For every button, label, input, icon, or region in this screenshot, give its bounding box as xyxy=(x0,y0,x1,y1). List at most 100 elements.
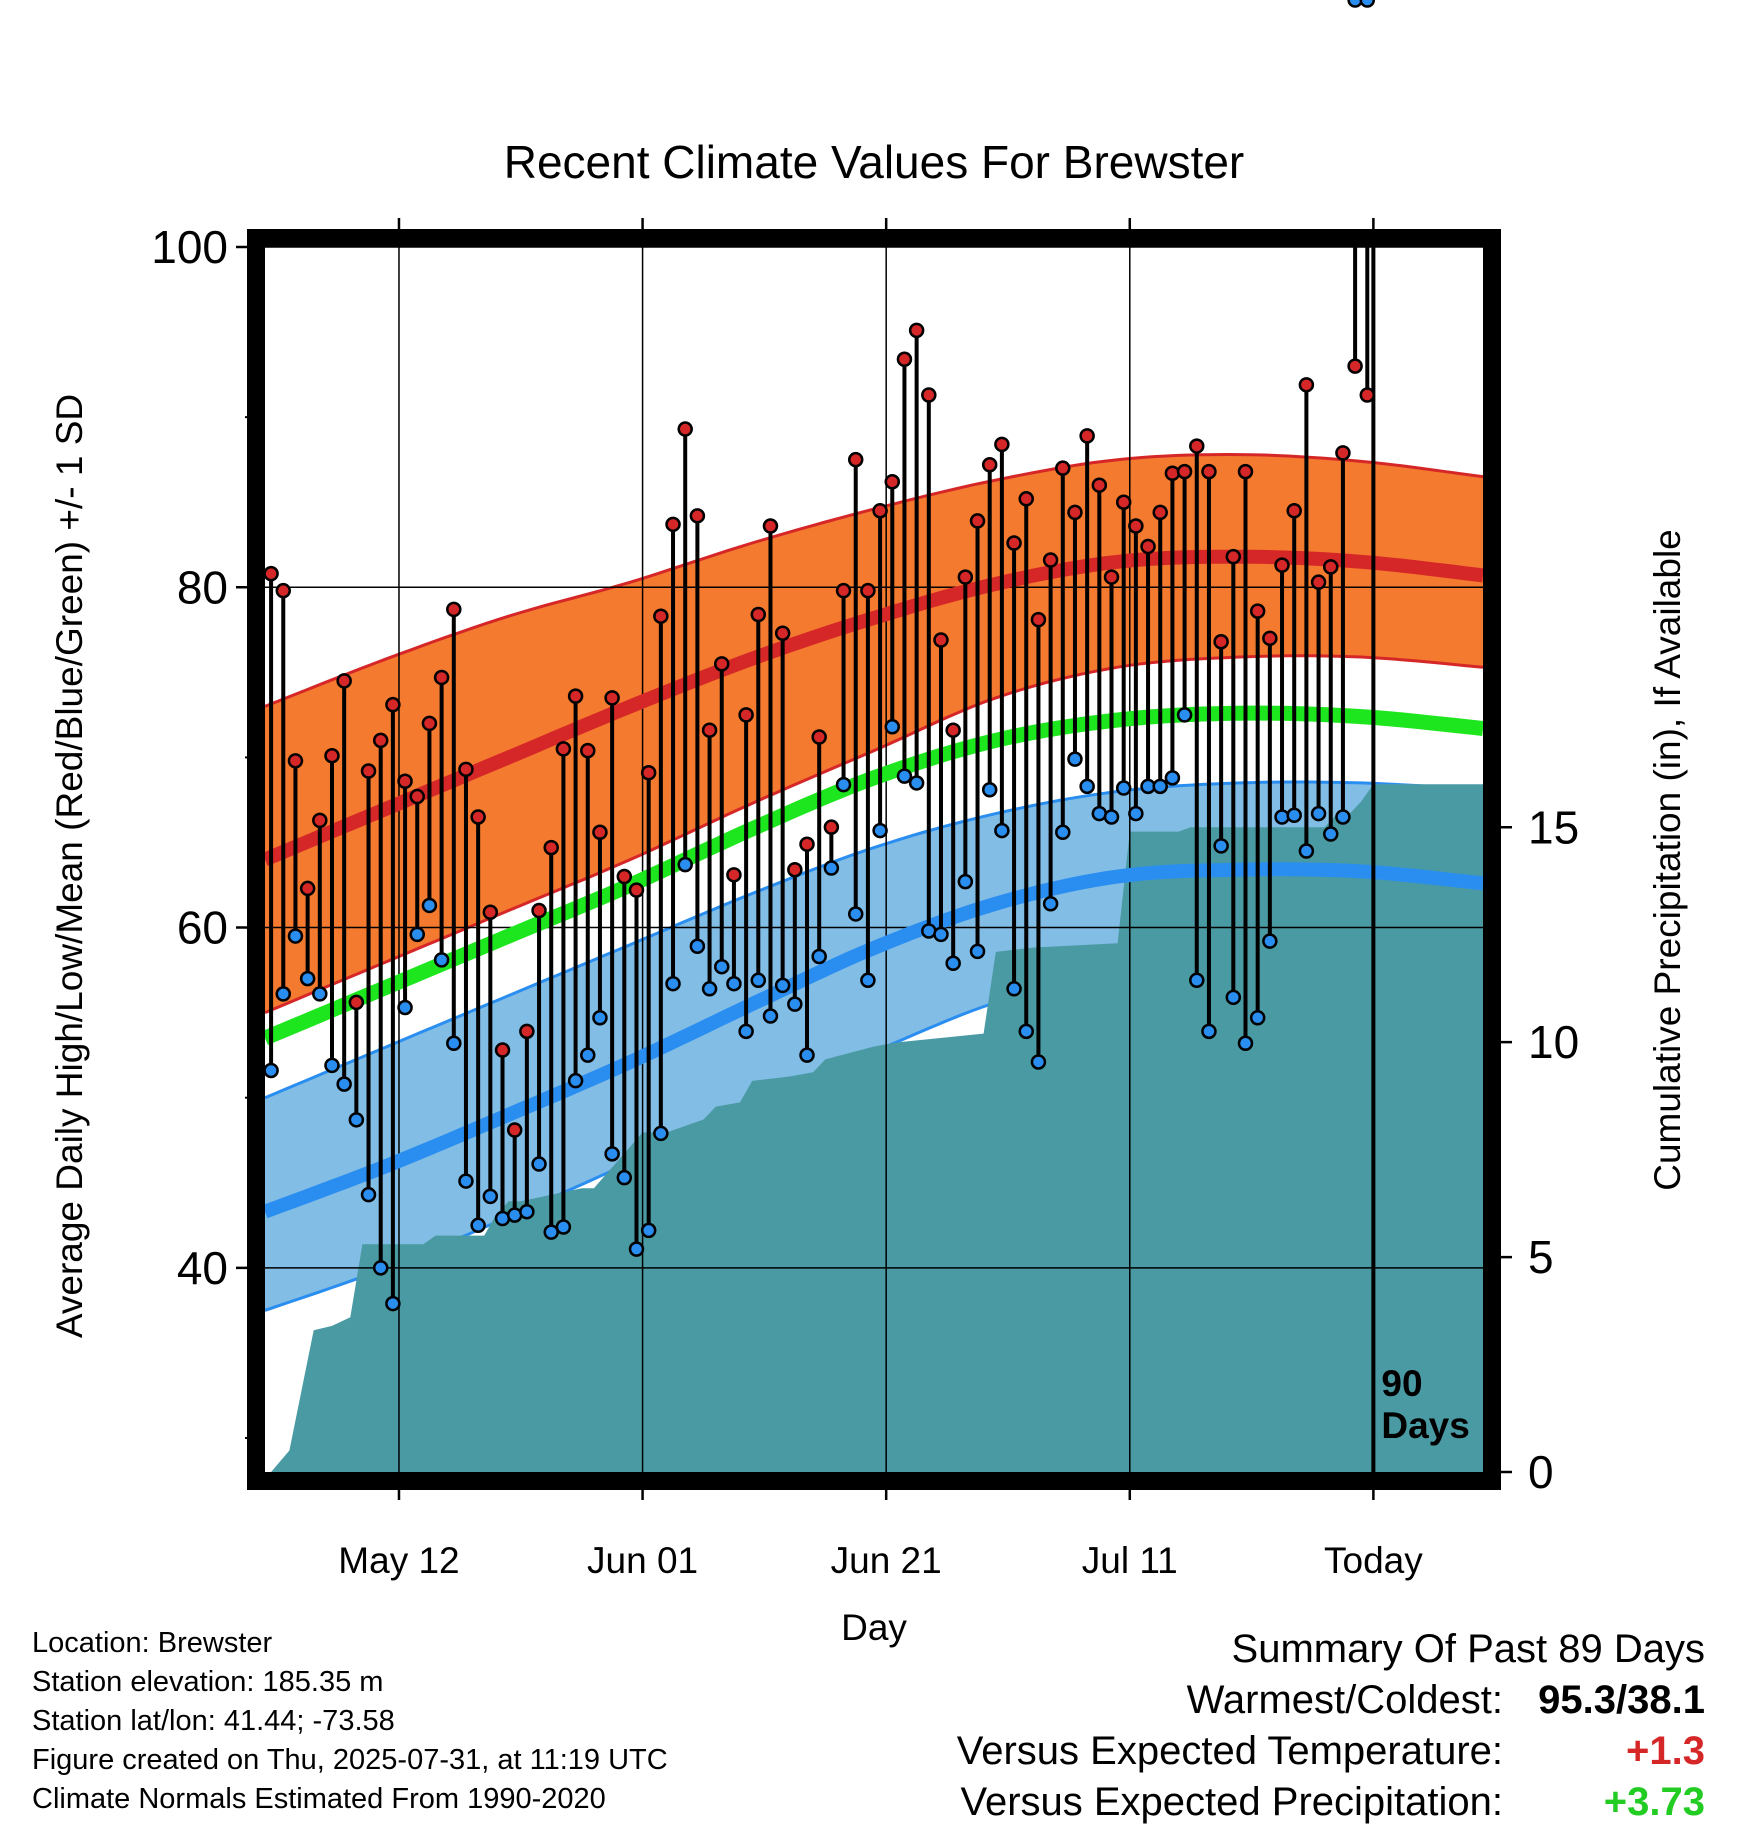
low-point xyxy=(872,822,888,839)
low-point xyxy=(1298,843,1315,859)
high-point xyxy=(774,625,791,641)
y-tick-label: 60 xyxy=(177,902,228,954)
low-point xyxy=(884,719,901,735)
high-point xyxy=(1213,633,1229,650)
low-point xyxy=(738,1023,754,1040)
x-tick-label: Today xyxy=(1324,1540,1423,1581)
low-point xyxy=(1189,972,1205,989)
low-point xyxy=(908,775,925,791)
high-point xyxy=(933,632,949,648)
low-point xyxy=(1030,1054,1047,1070)
high-sd-band xyxy=(265,454,1483,1013)
low-point xyxy=(945,955,961,972)
high-point xyxy=(738,707,754,723)
high-point xyxy=(921,387,937,403)
high-point xyxy=(1067,504,1083,521)
high-point xyxy=(787,861,803,878)
low-point xyxy=(1249,1009,1266,1026)
low-point xyxy=(1115,780,1132,796)
high-point xyxy=(299,880,316,897)
high-point xyxy=(616,868,633,885)
low-point xyxy=(348,1112,365,1128)
high-point xyxy=(604,690,620,706)
low-point xyxy=(823,860,840,876)
today-days-number: 90 xyxy=(1381,1363,1422,1404)
high-point xyxy=(726,867,742,883)
low-point xyxy=(287,928,304,944)
low-point xyxy=(336,1076,352,1092)
y-axis-label: Average Daily High/Low/Mean (Red/Blue/Gr… xyxy=(49,394,90,1338)
high-point xyxy=(1115,494,1132,510)
high-point xyxy=(1335,445,1351,461)
low-point xyxy=(1359,0,1376,8)
high-point xyxy=(1310,574,1327,590)
low-point xyxy=(360,1186,377,1203)
high-point xyxy=(1347,358,1363,374)
x-tick-label: May 12 xyxy=(338,1540,459,1581)
y-tick-label: 80 xyxy=(177,561,228,613)
low-point xyxy=(726,975,742,992)
low-point xyxy=(470,1217,486,1234)
low-upper-edge xyxy=(265,780,1483,1100)
high-point xyxy=(1359,387,1376,403)
high-point xyxy=(1249,603,1266,619)
high-point xyxy=(1201,463,1217,480)
high-point xyxy=(762,518,779,534)
high-point xyxy=(908,322,925,339)
high-point xyxy=(981,457,998,473)
high-point xyxy=(957,569,974,585)
high-point xyxy=(896,351,913,368)
high-point xyxy=(628,882,645,898)
high-point xyxy=(640,764,657,781)
low-point xyxy=(1323,826,1339,842)
low-point xyxy=(1335,809,1351,825)
low-point xyxy=(385,1295,401,1312)
low-point xyxy=(835,776,852,793)
low-point xyxy=(860,972,876,989)
high-point xyxy=(994,436,1010,453)
low-point xyxy=(580,1047,596,1063)
y2-tick-label: 10 xyxy=(1528,1016,1579,1068)
high-point xyxy=(482,904,499,920)
x-tick-label: Jun 01 xyxy=(587,1540,698,1581)
high-point xyxy=(1152,504,1168,521)
high-point xyxy=(1042,552,1059,568)
high-point xyxy=(312,812,328,829)
low-point xyxy=(811,948,827,965)
warmest-coldest-label: Warmest/Coldest: xyxy=(1186,1678,1503,1722)
low-point xyxy=(312,986,328,1002)
low-point xyxy=(458,1173,474,1189)
summary-panel: Summary Of Past 89 Days Warmest/Coldest:… xyxy=(957,1624,1705,1828)
low-point xyxy=(592,1009,608,1026)
high-point xyxy=(1274,557,1290,573)
low-point xyxy=(433,952,450,968)
low-point xyxy=(701,981,718,997)
low-point xyxy=(799,1047,815,1063)
low-point xyxy=(957,873,974,890)
high-point xyxy=(665,516,681,533)
high-point xyxy=(945,722,961,738)
low-point xyxy=(653,1125,669,1142)
low-point xyxy=(969,943,986,960)
high-point xyxy=(811,729,827,745)
y2-tick-label: 0 xyxy=(1528,1446,1554,1498)
high-point xyxy=(1189,438,1205,454)
low-point xyxy=(421,897,438,914)
warmest-coldest-value: 95.3/38.1 xyxy=(1538,1678,1705,1722)
plot-frame xyxy=(247,229,1501,1490)
high-point xyxy=(1079,428,1095,444)
low-point xyxy=(640,1222,657,1239)
low-point xyxy=(299,970,316,987)
precip-anomaly-value: +3.73 xyxy=(1603,1780,1705,1824)
low-point xyxy=(1164,770,1181,786)
high-point xyxy=(275,582,292,599)
station-info: Location: Brewster Station elevation: 18… xyxy=(32,1624,668,1819)
high-point xyxy=(653,608,669,624)
low-point xyxy=(1067,751,1083,767)
high-point xyxy=(1140,538,1156,555)
high-point xyxy=(372,732,389,749)
high-point xyxy=(531,902,547,919)
high-point xyxy=(263,565,279,582)
high-point xyxy=(470,809,486,825)
